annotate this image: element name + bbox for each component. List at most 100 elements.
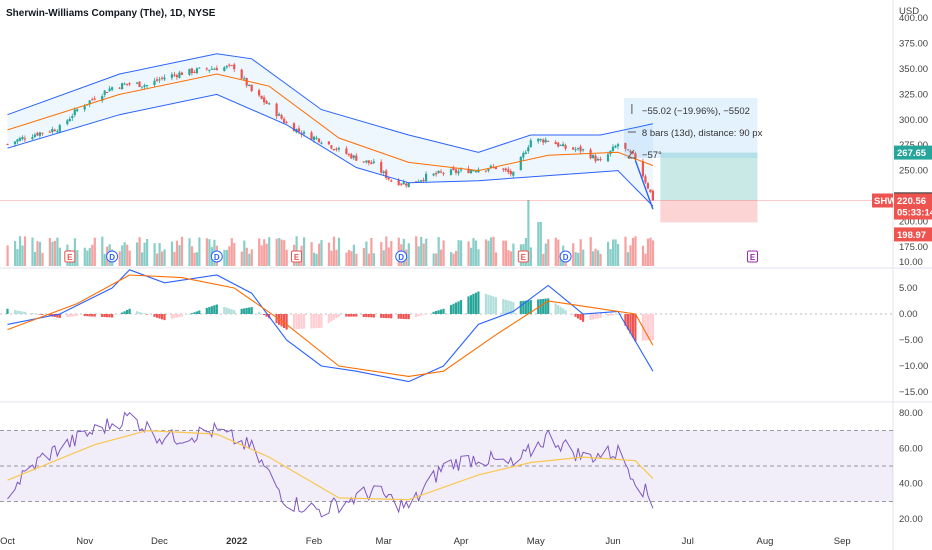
bollinger-band-fill [7, 53, 653, 207]
candle-body [355, 155, 358, 161]
candle-body [126, 83, 129, 85]
volume-bar [243, 240, 246, 266]
volume-bar [651, 240, 655, 266]
macd-histogram-bar [544, 298, 547, 314]
macd-histogram-bar [529, 300, 532, 314]
macd-histogram-bar [243, 308, 246, 314]
earnings-marker[interactable] [291, 250, 302, 263]
candle-body [614, 146, 617, 148]
volume-bar [275, 238, 278, 266]
volume-bar [574, 252, 577, 266]
symbol-tag [872, 193, 893, 208]
macd-histogram-bar [577, 314, 580, 319]
macd-histogram-bar [425, 314, 428, 315]
macd-histogram-bar [382, 314, 385, 318]
rsi-pane[interactable]: 80.00 60.00 40.00 20.00 [0, 408, 923, 525]
macd-histogram-bar [591, 314, 595, 320]
volume-bar [51, 241, 54, 266]
macd-histogram-bar [285, 314, 288, 330]
candle-body [248, 85, 251, 86]
volume-bar [612, 239, 615, 266]
macd-histogram-bar [225, 307, 228, 314]
candle-body [13, 141, 17, 145]
candle-body [108, 88, 111, 92]
candle-body [302, 131, 306, 134]
volume-bar [332, 236, 336, 266]
macd-histogram-bar [327, 314, 330, 323]
macd-histogram-bar [644, 314, 647, 341]
price-tick-label: 250.00 [899, 166, 928, 177]
volume-bar [614, 239, 617, 266]
candle-body [641, 161, 644, 177]
macd-pane[interactable]: 10.00 5.00 0.00 −5.00 −10.00 −15.00 [0, 257, 928, 398]
volume-bar [33, 251, 37, 266]
candle-body [33, 134, 36, 137]
dividend-marker[interactable] [559, 250, 572, 263]
volume-bar [385, 236, 388, 266]
macd-histogram-bar [173, 314, 176, 319]
candle-body [123, 83, 126, 85]
volume-bar [320, 240, 323, 266]
earnings-label: E [521, 253, 527, 262]
dividend-marker[interactable] [106, 250, 119, 263]
volume-bars [6, 200, 655, 266]
earnings-label: E [67, 253, 73, 262]
candle-body [228, 64, 231, 66]
candle-body [263, 97, 266, 103]
macd-histogram-bar [300, 314, 303, 329]
volume-bar [455, 250, 458, 266]
macd-histogram-bar [420, 314, 423, 316]
macd-line [7, 269, 654, 383]
candle-body [88, 100, 91, 105]
candle-body [315, 137, 318, 139]
volume-bar [355, 253, 358, 266]
candle-body [106, 92, 109, 93]
volume-bar [594, 248, 597, 266]
price-pane[interactable]: 175.00200.00225.00250.00275.00300.00325.… [0, 13, 932, 266]
candle-body [415, 181, 418, 183]
volume-bar [644, 253, 647, 266]
time-axis[interactable]: Oct Nov Dec 2022 Feb Mar Apr May Jun Jul Aug Sep [0, 536, 851, 547]
macd-histogram-bar [474, 292, 477, 314]
dividend-marker[interactable] [210, 250, 223, 263]
macd-histogram-bar [245, 307, 248, 314]
candle-body [258, 90, 261, 96]
candle-body [310, 132, 313, 140]
macd-histogram-bar [432, 311, 435, 314]
macd-histogram-bar [454, 302, 458, 314]
volume-bar [382, 250, 385, 266]
macd-histogram-bar [76, 314, 79, 316]
time-tick-label: Dec [151, 536, 168, 547]
volume-bar [502, 240, 505, 266]
volume-bar [512, 243, 515, 266]
candle-body [285, 122, 288, 124]
candle-body [233, 64, 236, 70]
candle-body [382, 171, 385, 173]
candle-body [245, 78, 248, 86]
candle-body [432, 173, 435, 176]
macd-histogram-bar [23, 311, 26, 314]
symbol-tag-label: SHW [874, 196, 896, 207]
dividend-marker[interactable] [395, 250, 408, 263]
candle-body [250, 84, 253, 91]
volume-bar [103, 253, 106, 266]
candle-body [522, 153, 525, 158]
volume-bar [141, 252, 144, 266]
earnings-marker[interactable] [64, 250, 76, 263]
candle-body [73, 109, 76, 116]
currency-label: USD [899, 6, 919, 17]
macd-histogram-bar [160, 314, 164, 320]
macd-histogram-bar [175, 314, 178, 318]
macd-histogram-bar [265, 314, 268, 317]
earnings-marker[interactable] [747, 250, 758, 263]
earnings-marker[interactable] [517, 250, 529, 263]
candle-body [542, 139, 545, 143]
price-tick-label: 325.00 [899, 89, 928, 100]
volume-bar [529, 247, 532, 266]
volume-bar [250, 249, 253, 266]
volume-bar [285, 249, 288, 266]
price-tag-value: 198.97 [897, 230, 926, 241]
volume-bar [415, 236, 418, 266]
macd-histogram-bar [407, 314, 410, 320]
